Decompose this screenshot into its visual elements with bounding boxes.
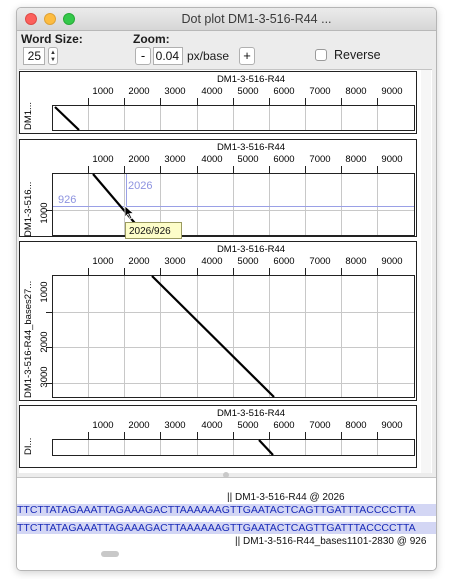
zoom-in-button[interactable]: +	[239, 47, 255, 65]
panel-3-seq-label: DM1-3-516-R44	[217, 244, 285, 255]
svg-text:3000: 3000	[164, 420, 185, 431]
svg-text:7000: 7000	[309, 256, 330, 267]
svg-text:1000: 1000	[92, 154, 113, 165]
svg-text:9000: 9000	[381, 420, 402, 431]
svg-text:8000: 8000	[345, 154, 366, 165]
seq-line-2: TTCTTATAGAAATTAGAAAGACTTAAAAAAGTTGAATACT…	[17, 522, 436, 534]
seq-bottom-header: || DM1-3-516-R44_bases1101-2830 @ 926	[235, 536, 427, 547]
panel-2-y-tick: 1000	[39, 202, 50, 223]
panel-3-y-tick-1000: 1000	[39, 281, 50, 302]
svg-text:9000: 9000	[381, 86, 402, 97]
svg-text:6000: 6000	[273, 420, 294, 431]
sequence-alignment-view[interactable]: || DM1-3-516-R44 @ 2026 TTCTTATAGAAATTAG…	[17, 477, 436, 570]
stepper-down-icon[interactable]: ▼	[50, 57, 56, 63]
svg-text:6000: 6000	[273, 86, 294, 97]
stepper-up-icon[interactable]: ▲	[50, 50, 56, 56]
panel-3-side-label: DM1-3-516-R44_bases27...	[23, 281, 34, 398]
panel-3-y-tick-2000: 2000	[39, 331, 50, 352]
panel-2-x-ticks: 1000 2000 3000 4000 5000 6000 7000 8000 …	[92, 154, 402, 165]
panel-4-alignment-line	[258, 439, 274, 456]
svg-text:9000: 9000	[381, 256, 402, 267]
svg-text:7000: 7000	[309, 154, 330, 165]
svg-text:2000: 2000	[128, 154, 149, 165]
svg-text:5000: 5000	[237, 420, 258, 431]
svg-text:7000: 7000	[309, 86, 330, 97]
svg-text:2000: 2000	[128, 420, 149, 431]
zoom-input[interactable]: 0.04	[153, 47, 183, 65]
svg-text:4000: 4000	[201, 256, 222, 267]
panel-1[interactable]: DM1-3-516-R44 1000 2000 3000 4000 5000 6…	[19, 71, 417, 134]
svg-text:2000: 2000	[128, 256, 149, 267]
panel-2-side-label: DM1-3-516...	[23, 182, 34, 237]
svg-text:3000: 3000	[164, 86, 185, 97]
panel-1-side-label: DM1...	[23, 102, 34, 130]
svg-text:3000: 3000	[164, 256, 185, 267]
reverse-checkbox[interactable]	[315, 49, 327, 61]
panel-4-x-ticks: 1000 2000 3000 4000 5000 6000 7000 8000 …	[92, 420, 402, 431]
zoom-out-button[interactable]: -	[135, 47, 151, 65]
tooltip-text: 2026/926	[129, 226, 171, 237]
panel-2-crosshair-y-label: 926	[58, 194, 76, 206]
mouse-cursor-icon	[124, 205, 135, 220]
svg-text:3000: 3000	[164, 154, 185, 165]
svg-text:5000: 5000	[237, 154, 258, 165]
panel-3[interactable]: DM1-3-516-R44 1000 2000 3000 4000 5000 6…	[19, 241, 417, 401]
panel-4-side-label: DI...	[23, 438, 34, 455]
panel-2-seq-label: DM1-3-516-R44	[217, 142, 285, 153]
word-size-label: Word Size:	[21, 32, 83, 46]
panel-1-seq-label: DM1-3-516-R44	[217, 74, 285, 85]
close-window-button[interactable]	[25, 13, 37, 25]
dot-plot-window: Dot plot DM1-3-516-R44 ... Word Size: 25…	[16, 7, 437, 571]
dot-plot-canvas: DM1-3-516-R44 1000 2000 3000 4000 5000 6…	[19, 70, 431, 473]
svg-text:4000: 4000	[201, 154, 222, 165]
panel-3-alignment-line	[151, 275, 275, 398]
svg-text:4000: 4000	[201, 420, 222, 431]
panel-2-crosshair-x-label: 2026	[128, 180, 152, 192]
svg-text:8000: 8000	[345, 256, 366, 267]
svg-text:2000: 2000	[128, 86, 149, 97]
panel-4[interactable]: DM1-3-516-R44 1000 2000 3000 4000 5000 6…	[19, 405, 417, 468]
minimize-window-button[interactable]	[44, 13, 56, 25]
reverse-label: Reverse	[334, 48, 381, 62]
panel-1-x-ticks: 1000 2000 3000 4000 5000 6000 7000 8000 …	[92, 86, 402, 97]
svg-text:5000: 5000	[237, 256, 258, 267]
svg-text:9000: 9000	[381, 154, 402, 165]
panel-2[interactable]: DM1-3-516-R44 1000 2000 3000 4000 5000 6…	[19, 139, 417, 239]
svg-text:8000: 8000	[345, 420, 366, 431]
svg-text:7000: 7000	[309, 420, 330, 431]
splitter-handle[interactable]	[223, 472, 229, 478]
panel-3-y-tick-3000: 3000	[39, 366, 50, 387]
svg-text:1000: 1000	[92, 420, 113, 431]
coordinate-tooltip: 2026/926	[125, 222, 182, 239]
seq-line-1: TTCTTATAGAAATTAGAAAGACTTAAAAAAGTTGAATACT…	[17, 504, 436, 516]
sequence-horizontal-scrollbar-thumb[interactable]	[101, 551, 119, 557]
zoom-window-button[interactable]	[63, 13, 75, 25]
svg-text:1000: 1000	[92, 86, 113, 97]
svg-text:6000: 6000	[273, 256, 294, 267]
zoom-label: Zoom:	[133, 32, 170, 46]
plot-scroll-area[interactable]: DM1-3-516-R44 1000 2000 3000 4000 5000 6…	[19, 69, 432, 473]
window-title: Dot plot DM1-3-516-R44 ...	[181, 12, 332, 26]
title-bar[interactable]: Dot plot DM1-3-516-R44 ...	[17, 8, 436, 31]
seq-top-header: || DM1-3-516-R44 @ 2026	[227, 492, 345, 503]
svg-text:8000: 8000	[345, 86, 366, 97]
zoom-unit-label: px/base	[187, 49, 230, 63]
panel-3-x-ticks: 1000 2000 3000 4000 5000 6000 7000 8000 …	[92, 256, 402, 267]
svg-text:6000: 6000	[273, 154, 294, 165]
svg-text:1000: 1000	[92, 256, 113, 267]
panel-4-seq-label: DM1-3-516-R44	[217, 408, 285, 419]
panel-1-alignment-line	[54, 106, 80, 131]
svg-text:4000: 4000	[201, 86, 222, 97]
word-size-input[interactable]: 25	[23, 47, 45, 65]
word-size-stepper[interactable]: ▲ ▼	[48, 47, 58, 65]
svg-text:5000: 5000	[237, 86, 258, 97]
plot-vertical-scrollbar[interactable]	[421, 70, 431, 473]
